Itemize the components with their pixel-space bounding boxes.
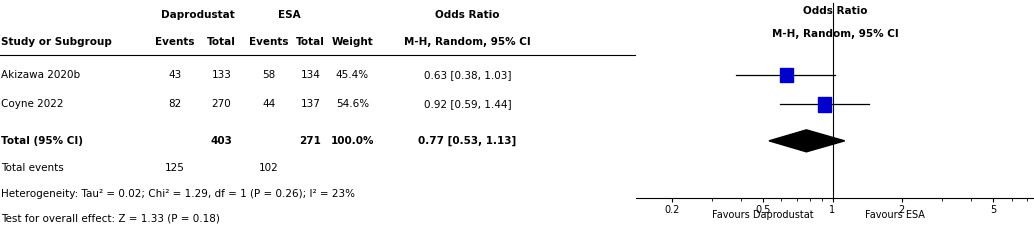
Text: 134: 134 bbox=[301, 70, 321, 80]
Text: 44: 44 bbox=[263, 99, 276, 109]
FancyBboxPatch shape bbox=[818, 97, 830, 112]
Text: Favours Daprodustat: Favours Daprodustat bbox=[712, 210, 814, 220]
Text: 137: 137 bbox=[301, 99, 321, 109]
Text: M-H, Random, 95% CI: M-H, Random, 95% CI bbox=[404, 37, 530, 47]
Text: Odds Ratio: Odds Ratio bbox=[802, 6, 868, 16]
Text: 82: 82 bbox=[169, 99, 182, 109]
Text: Total: Total bbox=[207, 37, 236, 47]
Text: Study or Subgroup: Study or Subgroup bbox=[1, 37, 112, 47]
Text: 133: 133 bbox=[211, 70, 232, 80]
Text: 100.0%: 100.0% bbox=[331, 136, 374, 146]
Text: 0.63 [0.38, 1.03]: 0.63 [0.38, 1.03] bbox=[424, 70, 511, 80]
Text: 45.4%: 45.4% bbox=[336, 70, 369, 80]
Text: Test for overall effect: Z = 1.33 (P = 0.18): Test for overall effect: Z = 1.33 (P = 0… bbox=[1, 213, 219, 223]
Text: 270: 270 bbox=[211, 99, 232, 109]
Text: 0.92 [0.59, 1.44]: 0.92 [0.59, 1.44] bbox=[424, 99, 511, 109]
Text: M-H, Random, 95% CI: M-H, Random, 95% CI bbox=[771, 29, 899, 39]
Text: Daprodustat: Daprodustat bbox=[161, 10, 235, 20]
Text: 102: 102 bbox=[260, 163, 279, 173]
Text: 43: 43 bbox=[169, 70, 182, 80]
Text: Akizawa 2020b: Akizawa 2020b bbox=[1, 70, 80, 80]
Text: 54.6%: 54.6% bbox=[336, 99, 369, 109]
Text: ESA: ESA bbox=[278, 10, 301, 20]
Text: 58: 58 bbox=[263, 70, 276, 80]
Text: 271: 271 bbox=[300, 136, 322, 146]
Text: Events: Events bbox=[249, 37, 288, 47]
Text: Odds Ratio: Odds Ratio bbox=[435, 10, 499, 20]
Text: 0.77 [0.53, 1.13]: 0.77 [0.53, 1.13] bbox=[419, 136, 517, 146]
Text: Total events: Total events bbox=[1, 163, 63, 173]
Text: 125: 125 bbox=[165, 163, 185, 173]
Text: 403: 403 bbox=[210, 136, 233, 146]
Text: Favours ESA: Favours ESA bbox=[864, 210, 924, 220]
Text: Total (95% CI): Total (95% CI) bbox=[1, 136, 83, 146]
FancyBboxPatch shape bbox=[780, 68, 793, 82]
Text: Total: Total bbox=[296, 37, 325, 47]
Text: Heterogeneity: Tau² = 0.02; Chi² = 1.29, df = 1 (P = 0.26); I² = 23%: Heterogeneity: Tau² = 0.02; Chi² = 1.29,… bbox=[1, 188, 355, 199]
Text: Events: Events bbox=[155, 37, 194, 47]
Text: Weight: Weight bbox=[332, 37, 373, 47]
Text: Coyne 2022: Coyne 2022 bbox=[1, 99, 63, 109]
Polygon shape bbox=[769, 130, 845, 152]
